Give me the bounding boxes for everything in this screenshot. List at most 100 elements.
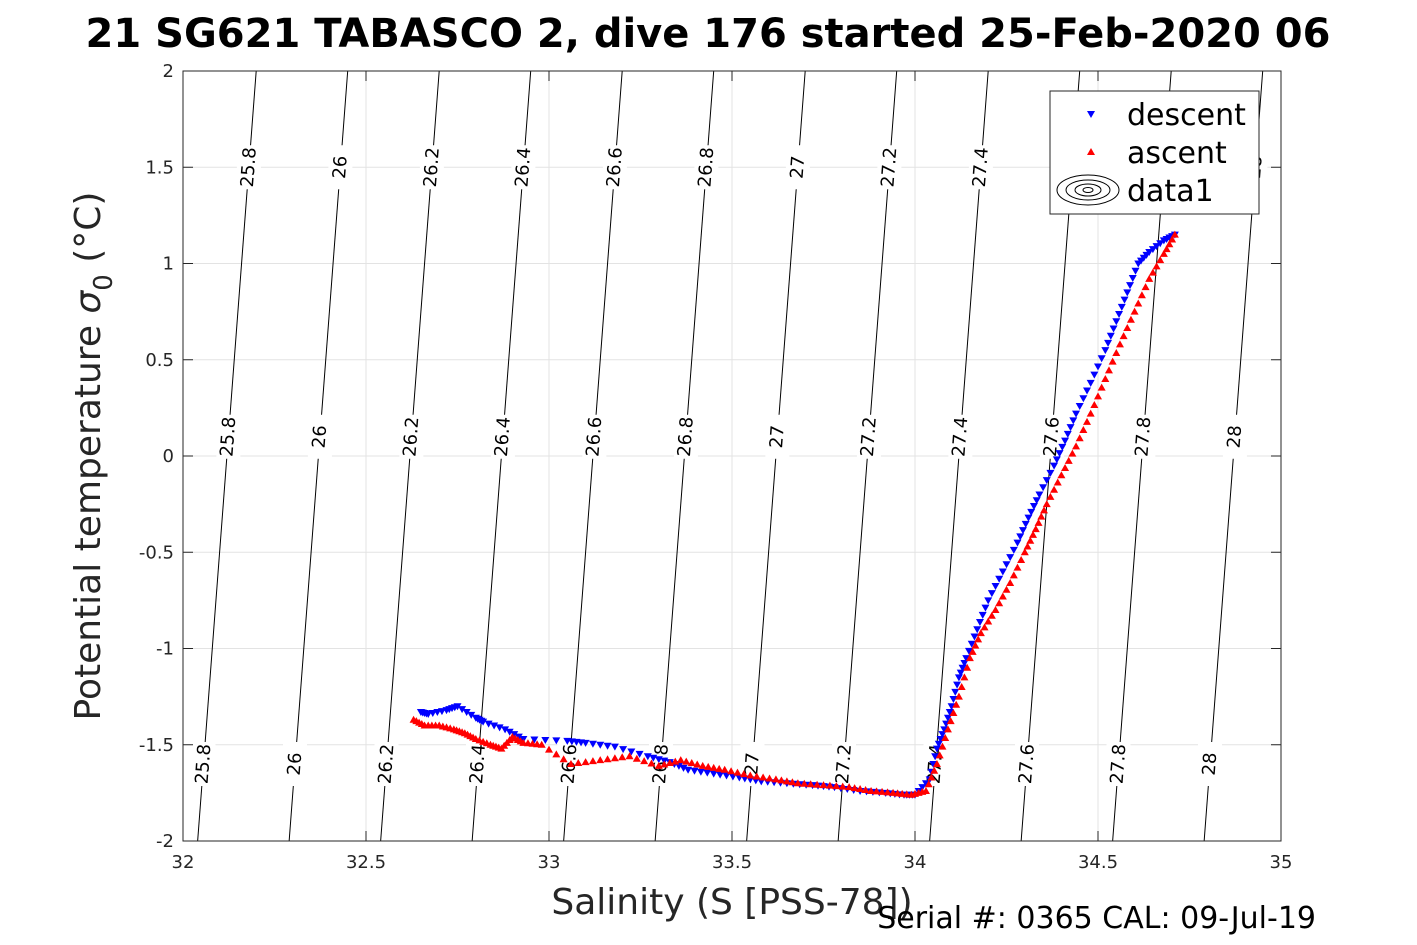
chart-title: 21 SG621 TABASCO 2, dive 176 started 25-… bbox=[86, 11, 1331, 57]
ascent-point bbox=[1072, 442, 1081, 450]
data-series bbox=[409, 230, 1179, 799]
legend-box bbox=[1049, 90, 1260, 215]
descent-point bbox=[1148, 246, 1157, 254]
ascent-point bbox=[1165, 240, 1174, 248]
descent-point bbox=[1006, 554, 1015, 562]
density-contour-label: 28 bbox=[1199, 752, 1222, 776]
ascent-point bbox=[1112, 349, 1121, 357]
ascent-point bbox=[771, 775, 780, 783]
descent-point bbox=[945, 709, 954, 717]
y-tick-label: -1 bbox=[156, 639, 174, 660]
y-axis-label-main: Potential temperature bbox=[68, 314, 109, 721]
density-contour-label-bg bbox=[236, 145, 261, 190]
ascent-point bbox=[968, 647, 977, 655]
grid bbox=[183, 71, 1281, 841]
ascent-point bbox=[1034, 518, 1043, 526]
descent-point bbox=[484, 720, 493, 728]
density-contour-label-bg bbox=[374, 742, 399, 786]
descent-point bbox=[495, 724, 504, 732]
density-contour-label: 27.2 bbox=[857, 416, 881, 458]
descent-point bbox=[1039, 484, 1048, 492]
ascent-point bbox=[813, 780, 822, 788]
legend-contour-ring bbox=[1056, 174, 1120, 206]
descent-point bbox=[973, 626, 982, 634]
descent-point bbox=[453, 703, 462, 711]
y-tick-label: 0.5 bbox=[145, 350, 174, 371]
descent-point bbox=[490, 722, 499, 730]
ascent-point bbox=[1017, 555, 1026, 563]
descent-point bbox=[610, 743, 619, 751]
descent-point bbox=[1046, 469, 1055, 477]
density-contour-label: 27 bbox=[787, 155, 810, 179]
density-contour-label-bg bbox=[785, 145, 810, 190]
ascent-point bbox=[552, 750, 561, 758]
descent-point bbox=[943, 714, 952, 722]
y-tick-label: 0 bbox=[163, 446, 174, 467]
ascent-point bbox=[1031, 525, 1040, 533]
ascent-point bbox=[943, 725, 952, 733]
descent-point bbox=[674, 762, 683, 770]
density-contour-label: 26.4 bbox=[491, 416, 515, 458]
density-contour-label-bg bbox=[968, 145, 993, 190]
ascent-point bbox=[938, 742, 947, 750]
density-contour-label-bg bbox=[282, 742, 307, 786]
descent-point bbox=[975, 619, 984, 627]
ascent-point bbox=[1108, 357, 1117, 365]
descent-point bbox=[1013, 539, 1022, 547]
ascent-point bbox=[1162, 245, 1171, 253]
descent-point bbox=[1104, 339, 1113, 347]
density-contour-label: 25.8 bbox=[216, 416, 240, 458]
ascent-point bbox=[856, 785, 865, 793]
descent-point bbox=[981, 604, 990, 612]
density-contour-label-bg bbox=[465, 742, 490, 786]
ascent-point bbox=[581, 758, 590, 766]
descent-point bbox=[1094, 363, 1102, 371]
descent-point bbox=[696, 768, 705, 776]
descent-point bbox=[703, 769, 712, 777]
ascent-point bbox=[921, 786, 930, 794]
x-tick-label: 33.5 bbox=[712, 852, 752, 873]
ascent-point bbox=[1009, 571, 1018, 579]
density-contour-label: 28 bbox=[1224, 425, 1247, 449]
descent-point bbox=[1083, 387, 1092, 395]
ascent-point bbox=[1115, 340, 1124, 348]
descent-point bbox=[510, 731, 519, 739]
descent-point bbox=[978, 611, 987, 619]
legend-contour-symbol bbox=[1056, 174, 1120, 206]
density-contour-label: 26.4 bbox=[511, 146, 535, 188]
legend-ascent-label: ascent bbox=[1127, 136, 1227, 171]
ascent-point bbox=[1083, 417, 1092, 425]
descent-point bbox=[690, 767, 699, 775]
ascent-point bbox=[825, 781, 834, 789]
ascent-point bbox=[537, 740, 546, 748]
density-contour-label-bg bbox=[602, 145, 627, 190]
ascent-point bbox=[1094, 392, 1102, 400]
ascent-point bbox=[566, 760, 575, 767]
ascent-point bbox=[765, 774, 774, 782]
ascent-point bbox=[930, 766, 939, 774]
descent-point bbox=[514, 733, 523, 741]
ascent-point bbox=[861, 785, 870, 793]
density-contour-label: 27.6 bbox=[1040, 416, 1064, 458]
ascent-point bbox=[687, 759, 696, 767]
legend-data1-label: data1 bbox=[1127, 174, 1214, 209]
ascent-point bbox=[832, 782, 841, 790]
ascent-point bbox=[727, 767, 736, 775]
ascent-point bbox=[1170, 230, 1179, 238]
density-contour-label: 26 bbox=[329, 155, 352, 179]
descent-point bbox=[1002, 561, 1011, 569]
density-contour-label: 27 bbox=[741, 752, 764, 776]
y-tick-label: -0.5 bbox=[139, 542, 174, 563]
ascent-point bbox=[647, 759, 656, 767]
ascent-point bbox=[545, 745, 553, 753]
ascent-point bbox=[676, 756, 685, 764]
ascent-point bbox=[1168, 235, 1177, 243]
x-tick-label: 34 bbox=[904, 852, 927, 873]
density-contour-label: 26.2 bbox=[420, 146, 444, 188]
density-contour-label: 27.2 bbox=[832, 743, 856, 785]
descent-point bbox=[458, 706, 467, 714]
descent-point bbox=[627, 748, 636, 756]
legend-contour-ring bbox=[1074, 183, 1102, 197]
descent-point bbox=[424, 710, 433, 718]
ascent-point bbox=[963, 663, 972, 671]
